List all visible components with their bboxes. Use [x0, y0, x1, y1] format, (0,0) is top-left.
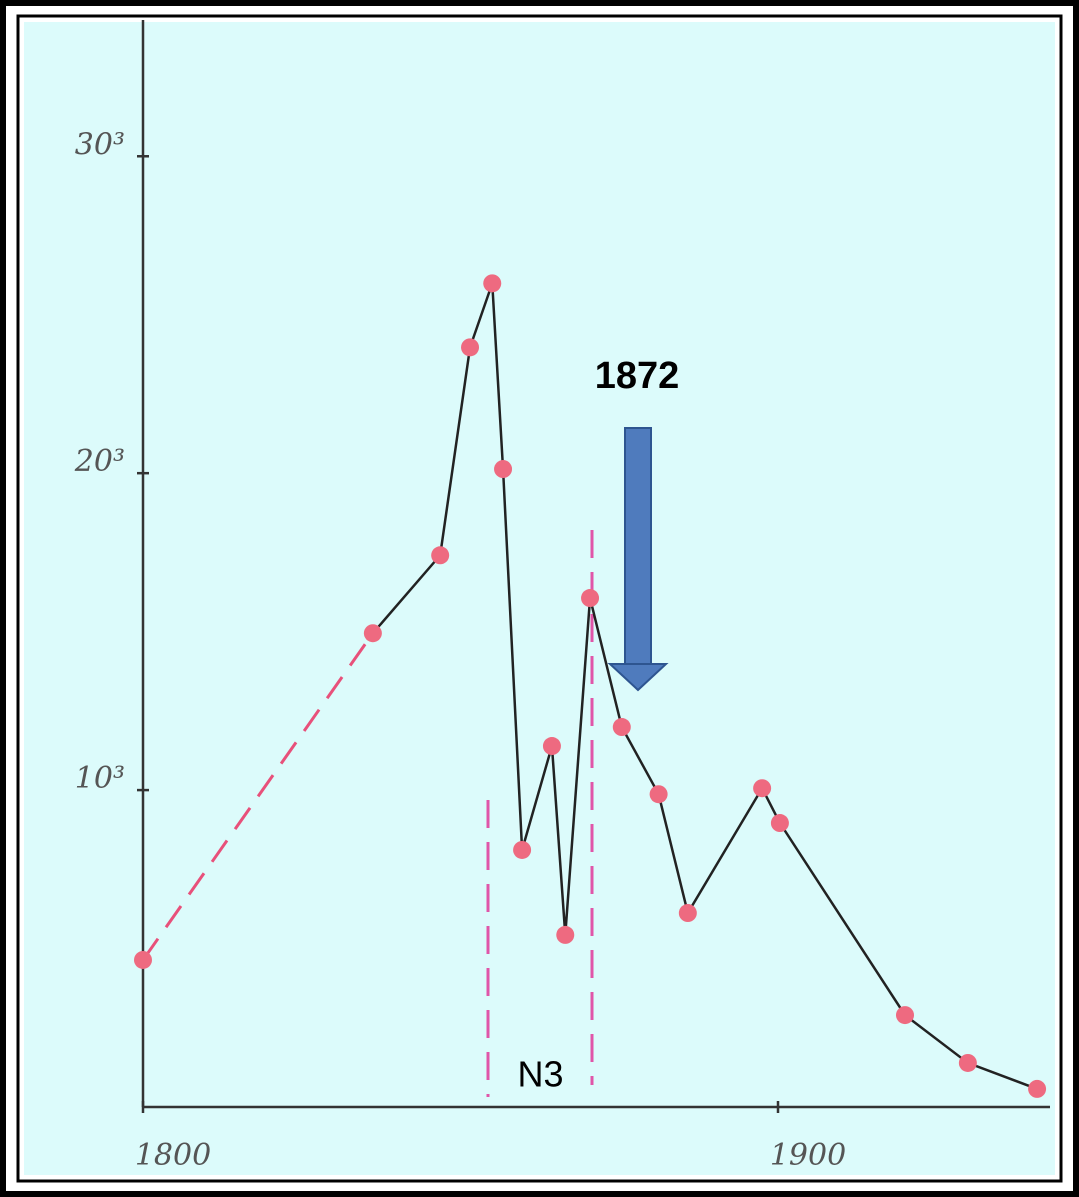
data-point — [494, 460, 513, 479]
data-point — [1028, 1079, 1047, 1098]
data-point — [363, 624, 382, 643]
data-point — [581, 589, 600, 608]
data-point — [134, 950, 152, 969]
inner-border — [16, 14, 1063, 1183]
data-line — [141, 282, 1038, 1091]
data-point — [461, 338, 480, 357]
data-point — [770, 814, 789, 833]
data-point — [612, 718, 631, 737]
y-tick-label: 10³ — [75, 761, 125, 796]
data-point — [431, 546, 450, 565]
data-point — [753, 779, 772, 798]
annotation: 1872 — [595, 355, 680, 397]
arrow-shaft — [624, 427, 652, 665]
arrow — [607, 427, 669, 692]
y-tick-label: 30³ — [75, 127, 125, 162]
data-point — [649, 785, 668, 804]
data-point — [896, 1006, 914, 1025]
annotation: N3 — [517, 1054, 563, 1095]
plot-background — [24, 22, 1055, 1175]
data-point — [483, 274, 502, 293]
x-tick-label: 1900 — [770, 1138, 846, 1173]
data-point — [678, 904, 697, 923]
y-tick-label: 20³ — [74, 444, 125, 479]
data-point — [556, 925, 575, 944]
data-point — [513, 840, 532, 859]
arrow-head — [607, 663, 669, 692]
estimated-segment — [141, 632, 375, 961]
data-point — [542, 737, 561, 756]
x-tick-label: 1800 — [135, 1138, 211, 1173]
data-point — [958, 1053, 977, 1072]
